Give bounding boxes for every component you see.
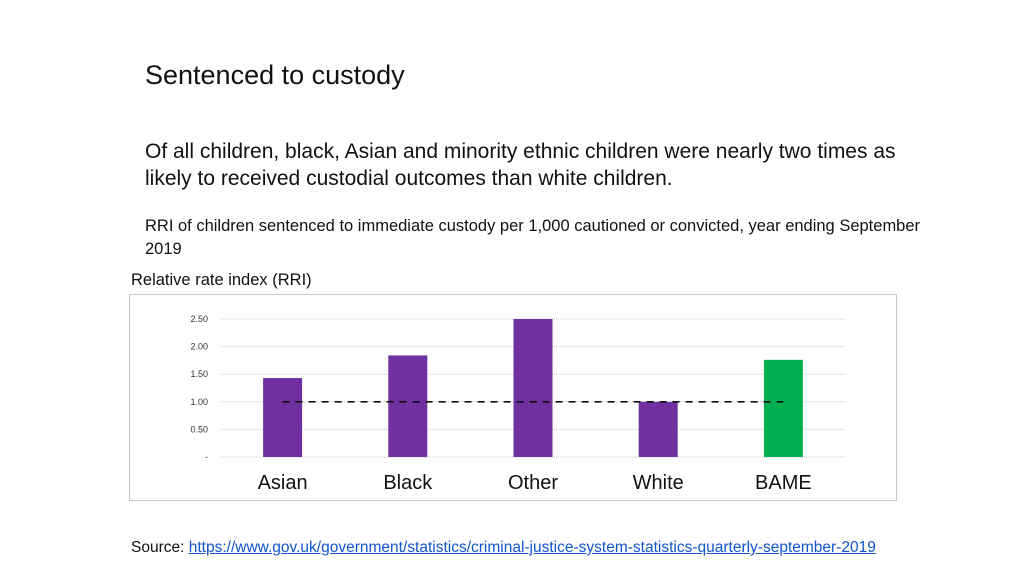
x-tick-label: Other	[508, 472, 558, 494]
bar-asian	[263, 378, 303, 457]
bar-white	[638, 401, 678, 457]
slide-subtitle: Of all children, black, Asian and minori…	[145, 140, 896, 190]
source-label: Source:	[131, 539, 189, 556]
y-tick-label: 1.00	[190, 397, 208, 407]
chart-description: RRI of children sentenced to immediate c…	[145, 217, 921, 258]
bar-black	[388, 355, 428, 457]
y-tick-label: 2.50	[190, 314, 208, 324]
y-axis-title: Relative rate index (RRI)	[131, 271, 312, 289]
bar-bame	[763, 359, 803, 457]
y-tick-label: -	[205, 452, 208, 462]
rri-bar-chart: - 0.50 1.00 1.50 2.00 2.50 Asian Black Other Whit…	[190, 314, 846, 494]
source-link[interactable]: https://www.gov.uk/government/statistics…	[188, 539, 876, 556]
bar-other	[513, 319, 553, 457]
x-tick-label: White	[633, 472, 684, 494]
chart-container: - 0.50 1.00 1.50 2.00 2.50 Asian Black Other Whit…	[129, 294, 897, 501]
x-tick-label: Asian	[258, 472, 308, 494]
y-tick-label: 1.50	[190, 369, 208, 379]
y-tick-label: 2.00	[190, 342, 208, 352]
x-tick-label: Black	[383, 472, 433, 494]
slide-title: Sentenced to custody	[145, 60, 405, 90]
y-tick-label: 0.50	[190, 424, 208, 434]
x-tick-label: BAME	[755, 472, 812, 494]
source-note: Source: https://www.gov.uk/government/st…	[131, 539, 876, 557]
